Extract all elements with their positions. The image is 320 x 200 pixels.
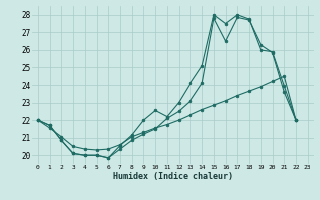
X-axis label: Humidex (Indice chaleur): Humidex (Indice chaleur) <box>113 172 233 181</box>
